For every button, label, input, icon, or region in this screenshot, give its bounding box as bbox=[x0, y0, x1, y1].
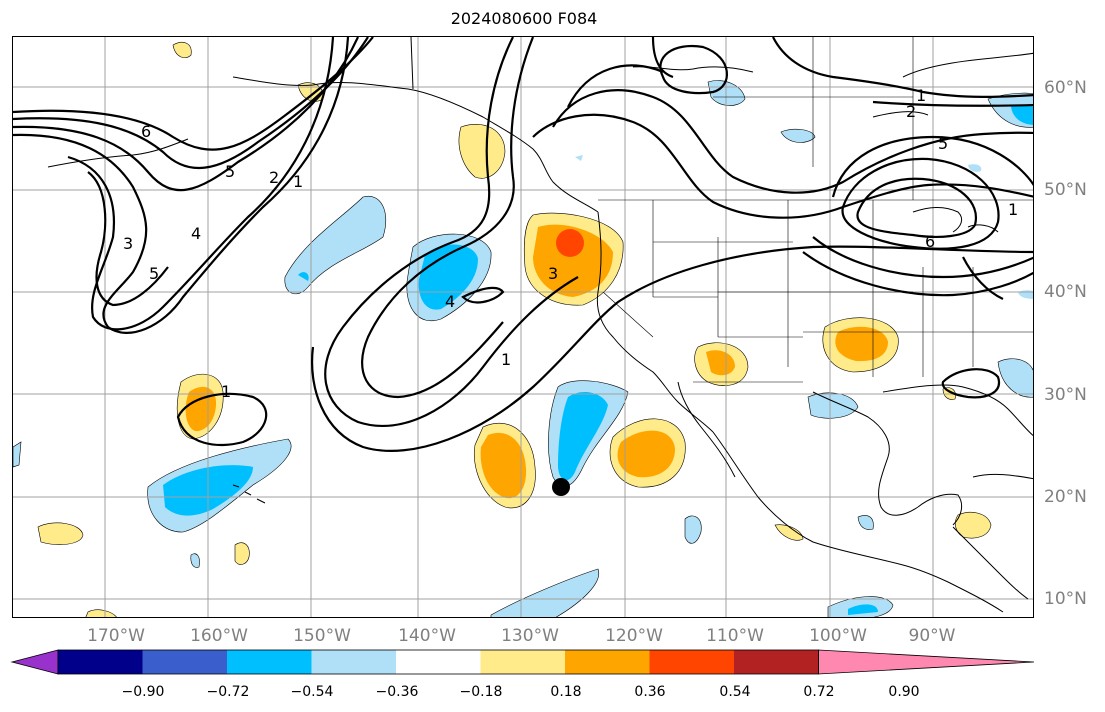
map-title: 2024080600 F084 bbox=[450, 9, 598, 28]
contour-label: 6 bbox=[925, 232, 935, 251]
lon-label: 160°W bbox=[190, 626, 248, 646]
contour-label: 5 bbox=[225, 162, 235, 181]
colorbar-segment bbox=[734, 650, 819, 674]
colorbar-extend-low bbox=[10, 649, 59, 675]
lat-label: 50°N bbox=[1044, 180, 1087, 200]
contour-lines bbox=[13, 37, 1033, 452]
contour-label: 1 bbox=[221, 382, 231, 401]
colorbar-segments bbox=[10, 649, 1035, 675]
colorbar-extend-high bbox=[818, 649, 1035, 675]
map-panel: 6 5 2 1 3 4 5 4 3 1 1 1 2 5 6 1 bbox=[12, 36, 1034, 618]
lat-label: 10°N bbox=[1044, 589, 1087, 609]
contour-label: 6 bbox=[141, 122, 151, 141]
lon-label: 130°W bbox=[501, 626, 559, 646]
colorbar-segment bbox=[227, 650, 312, 674]
contour-label: 1 bbox=[293, 172, 303, 191]
colorbar-segment bbox=[142, 650, 228, 674]
lon-label: 110°W bbox=[706, 626, 764, 646]
contour-label: 4 bbox=[191, 224, 201, 243]
contour-label: 5 bbox=[149, 264, 159, 283]
colorbar-segment bbox=[480, 650, 566, 674]
location-marker bbox=[552, 478, 570, 496]
colorbar-segment bbox=[396, 650, 481, 674]
colorbar-tick-label: 0.72 bbox=[803, 684, 835, 700]
lat-label: 30°N bbox=[1044, 385, 1087, 405]
colorbar-segment bbox=[565, 650, 650, 674]
lat-label: 20°N bbox=[1044, 487, 1087, 507]
contour-label: 2 bbox=[269, 168, 279, 187]
colorbar-tick-label: −0.18 bbox=[459, 684, 503, 700]
lat-label: 40°N bbox=[1044, 282, 1087, 302]
contour-label: 3 bbox=[123, 234, 133, 253]
lon-label: 100°W bbox=[809, 626, 867, 646]
colorbar-segment bbox=[58, 650, 143, 674]
colorbar-segment bbox=[311, 650, 397, 674]
contour-label: 2 bbox=[906, 102, 916, 121]
contour-label: 4 bbox=[445, 292, 455, 311]
political-borders bbox=[598, 37, 1033, 383]
contour-labels: 6 5 2 1 3 4 5 4 3 1 1 1 2 5 6 1 bbox=[123, 86, 1018, 401]
colorbar bbox=[10, 649, 1035, 675]
lon-label: 170°W bbox=[87, 626, 145, 646]
contour-label: 5 bbox=[938, 134, 948, 153]
lon-label: 150°W bbox=[293, 626, 351, 646]
lon-label: 140°W bbox=[398, 626, 456, 646]
shaded-anomalies bbox=[13, 42, 1033, 617]
lon-label: 120°W bbox=[605, 626, 663, 646]
colorbar-tick-label: −0.72 bbox=[206, 684, 250, 700]
coastlines bbox=[47, 37, 1033, 613]
contour-label: 1 bbox=[916, 86, 926, 105]
colorbar-tick-label: 0.54 bbox=[719, 684, 751, 700]
contour-label: 3 bbox=[548, 264, 558, 283]
colorbar-tick-label: −0.90 bbox=[121, 684, 165, 700]
colorbar-tick-label: −0.54 bbox=[290, 684, 334, 700]
map-canvas: 6 5 2 1 3 4 5 4 3 1 1 1 2 5 6 1 bbox=[13, 37, 1033, 617]
colorbar-tick-label: 0.18 bbox=[550, 684, 582, 700]
lat-label: 60°N bbox=[1044, 78, 1087, 98]
colorbar-tick-label: 0.90 bbox=[888, 684, 920, 700]
colorbar-tick-label: 0.36 bbox=[634, 684, 666, 700]
colorbar-segment bbox=[649, 650, 735, 674]
contour-label: 1 bbox=[1008, 200, 1018, 219]
lon-label: 90°W bbox=[908, 626, 956, 646]
contour-label: 1 bbox=[501, 350, 511, 369]
colorbar-outline bbox=[57, 649, 819, 675]
colorbar-tick-label: −0.36 bbox=[375, 684, 419, 700]
